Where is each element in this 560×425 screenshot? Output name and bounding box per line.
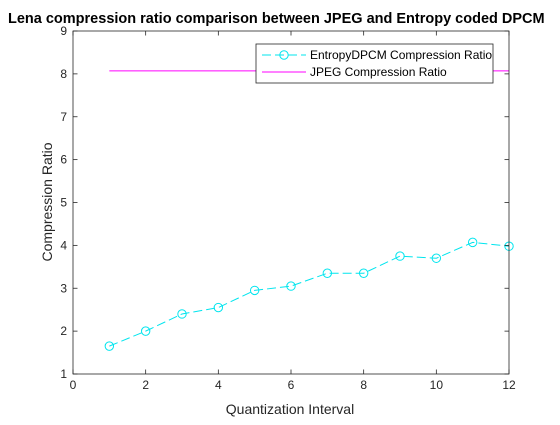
- legend: EntropyDPCM Compression Ratio JPEG Compre…: [255, 43, 494, 84]
- data-point: [140, 326, 151, 336]
- data-point: [177, 309, 187, 319]
- x-tick-label: 12: [502, 378, 516, 392]
- y-tick-label: 7: [60, 110, 67, 124]
- data-point: [286, 281, 296, 291]
- data-point: [104, 341, 115, 351]
- chart-title: Lena compression ratio comparison betwee…: [8, 11, 545, 27]
- y-tick-label: 3: [60, 281, 67, 295]
- legend-label: EntropyDPCM Compression Ratio: [310, 48, 492, 62]
- data-point: [467, 237, 478, 248]
- legend-swatch-marker: [279, 50, 289, 60]
- y-tick-label: 2: [60, 324, 67, 338]
- data-point: [322, 268, 333, 278]
- data-point: [249, 285, 260, 296]
- data-point: [358, 268, 369, 278]
- data-point: [213, 302, 224, 313]
- legend-box: [255, 43, 494, 84]
- data-point: [431, 253, 442, 263]
- y-tick-label: 6: [60, 153, 67, 167]
- x-axis-label: Quantization Interval: [226, 401, 354, 417]
- x-tick-label: 0: [70, 378, 77, 392]
- x-tick-label: 8: [360, 378, 367, 392]
- x-tick-label: 6: [288, 378, 295, 392]
- y-tick-label: 9: [60, 24, 67, 38]
- data-point: [395, 251, 405, 261]
- y-tick-label: 8: [60, 67, 67, 81]
- x-tick-label: 4: [215, 378, 222, 392]
- y-tick-label: 4: [60, 238, 67, 252]
- series-line-0: [109, 241, 510, 347]
- x-tick-label: 2: [142, 378, 149, 392]
- x-tick-label: 10: [430, 378, 444, 392]
- y-axis-label: Compression Ratio: [39, 142, 55, 261]
- legend-label: JPEG Compression Ratio: [310, 65, 447, 79]
- plot-area: [73, 31, 509, 374]
- y-tick-label: 5: [60, 196, 67, 210]
- y-tick-label: 1: [60, 367, 67, 381]
